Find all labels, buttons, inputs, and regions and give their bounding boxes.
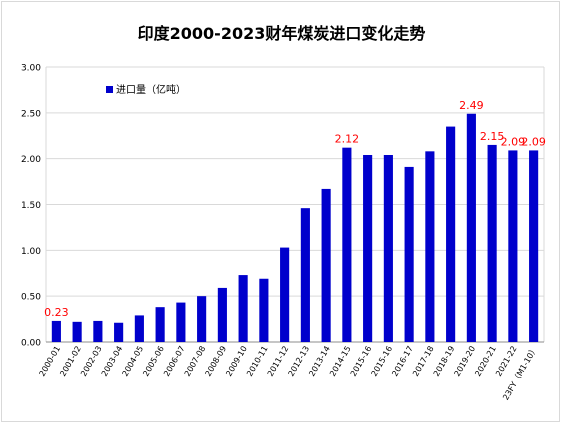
bar: [425, 151, 435, 342]
bar: [321, 188, 331, 342]
bar: [238, 275, 248, 342]
y-tick-label: 2.00: [21, 155, 41, 165]
bar: [114, 322, 124, 342]
y-tick-label: 0.00: [21, 339, 41, 349]
data-label: 2.12: [335, 133, 360, 146]
bar: [529, 150, 539, 342]
bar: [508, 150, 518, 342]
data-label: 2.09: [501, 135, 526, 148]
bar: [176, 302, 186, 342]
bar: [300, 208, 310, 342]
bar: [446, 126, 456, 342]
bar: [217, 287, 227, 342]
legend-label: 进口量（亿吨）: [116, 83, 186, 96]
chart-title: 印度2000-2023财年煤炭进口变化走势: [137, 24, 426, 43]
data-label: 2.09: [521, 135, 546, 148]
y-tick-label: 1.00: [21, 247, 41, 257]
data-label: 2.15: [480, 130, 505, 143]
y-tick-label: 0.50: [21, 293, 41, 303]
y-tick-label: 2.50: [21, 109, 41, 119]
bar: [51, 320, 61, 342]
bar: [259, 278, 269, 342]
data-label: 2.49: [459, 99, 484, 112]
bar: [383, 155, 393, 342]
bar: [93, 320, 103, 342]
y-tick-label: 3.00: [21, 64, 41, 74]
bar: [342, 147, 352, 342]
bar: [134, 315, 144, 342]
bar: [197, 296, 207, 342]
bar: [72, 321, 82, 342]
bar: [466, 113, 476, 342]
bar: [155, 307, 165, 342]
legend-swatch: [106, 86, 113, 93]
bar: [363, 155, 373, 342]
bar: [404, 166, 414, 342]
bar: [280, 247, 290, 342]
y-tick-label: 1.50: [21, 201, 41, 211]
bar: [487, 144, 497, 342]
data-label: 0.23: [44, 306, 69, 319]
